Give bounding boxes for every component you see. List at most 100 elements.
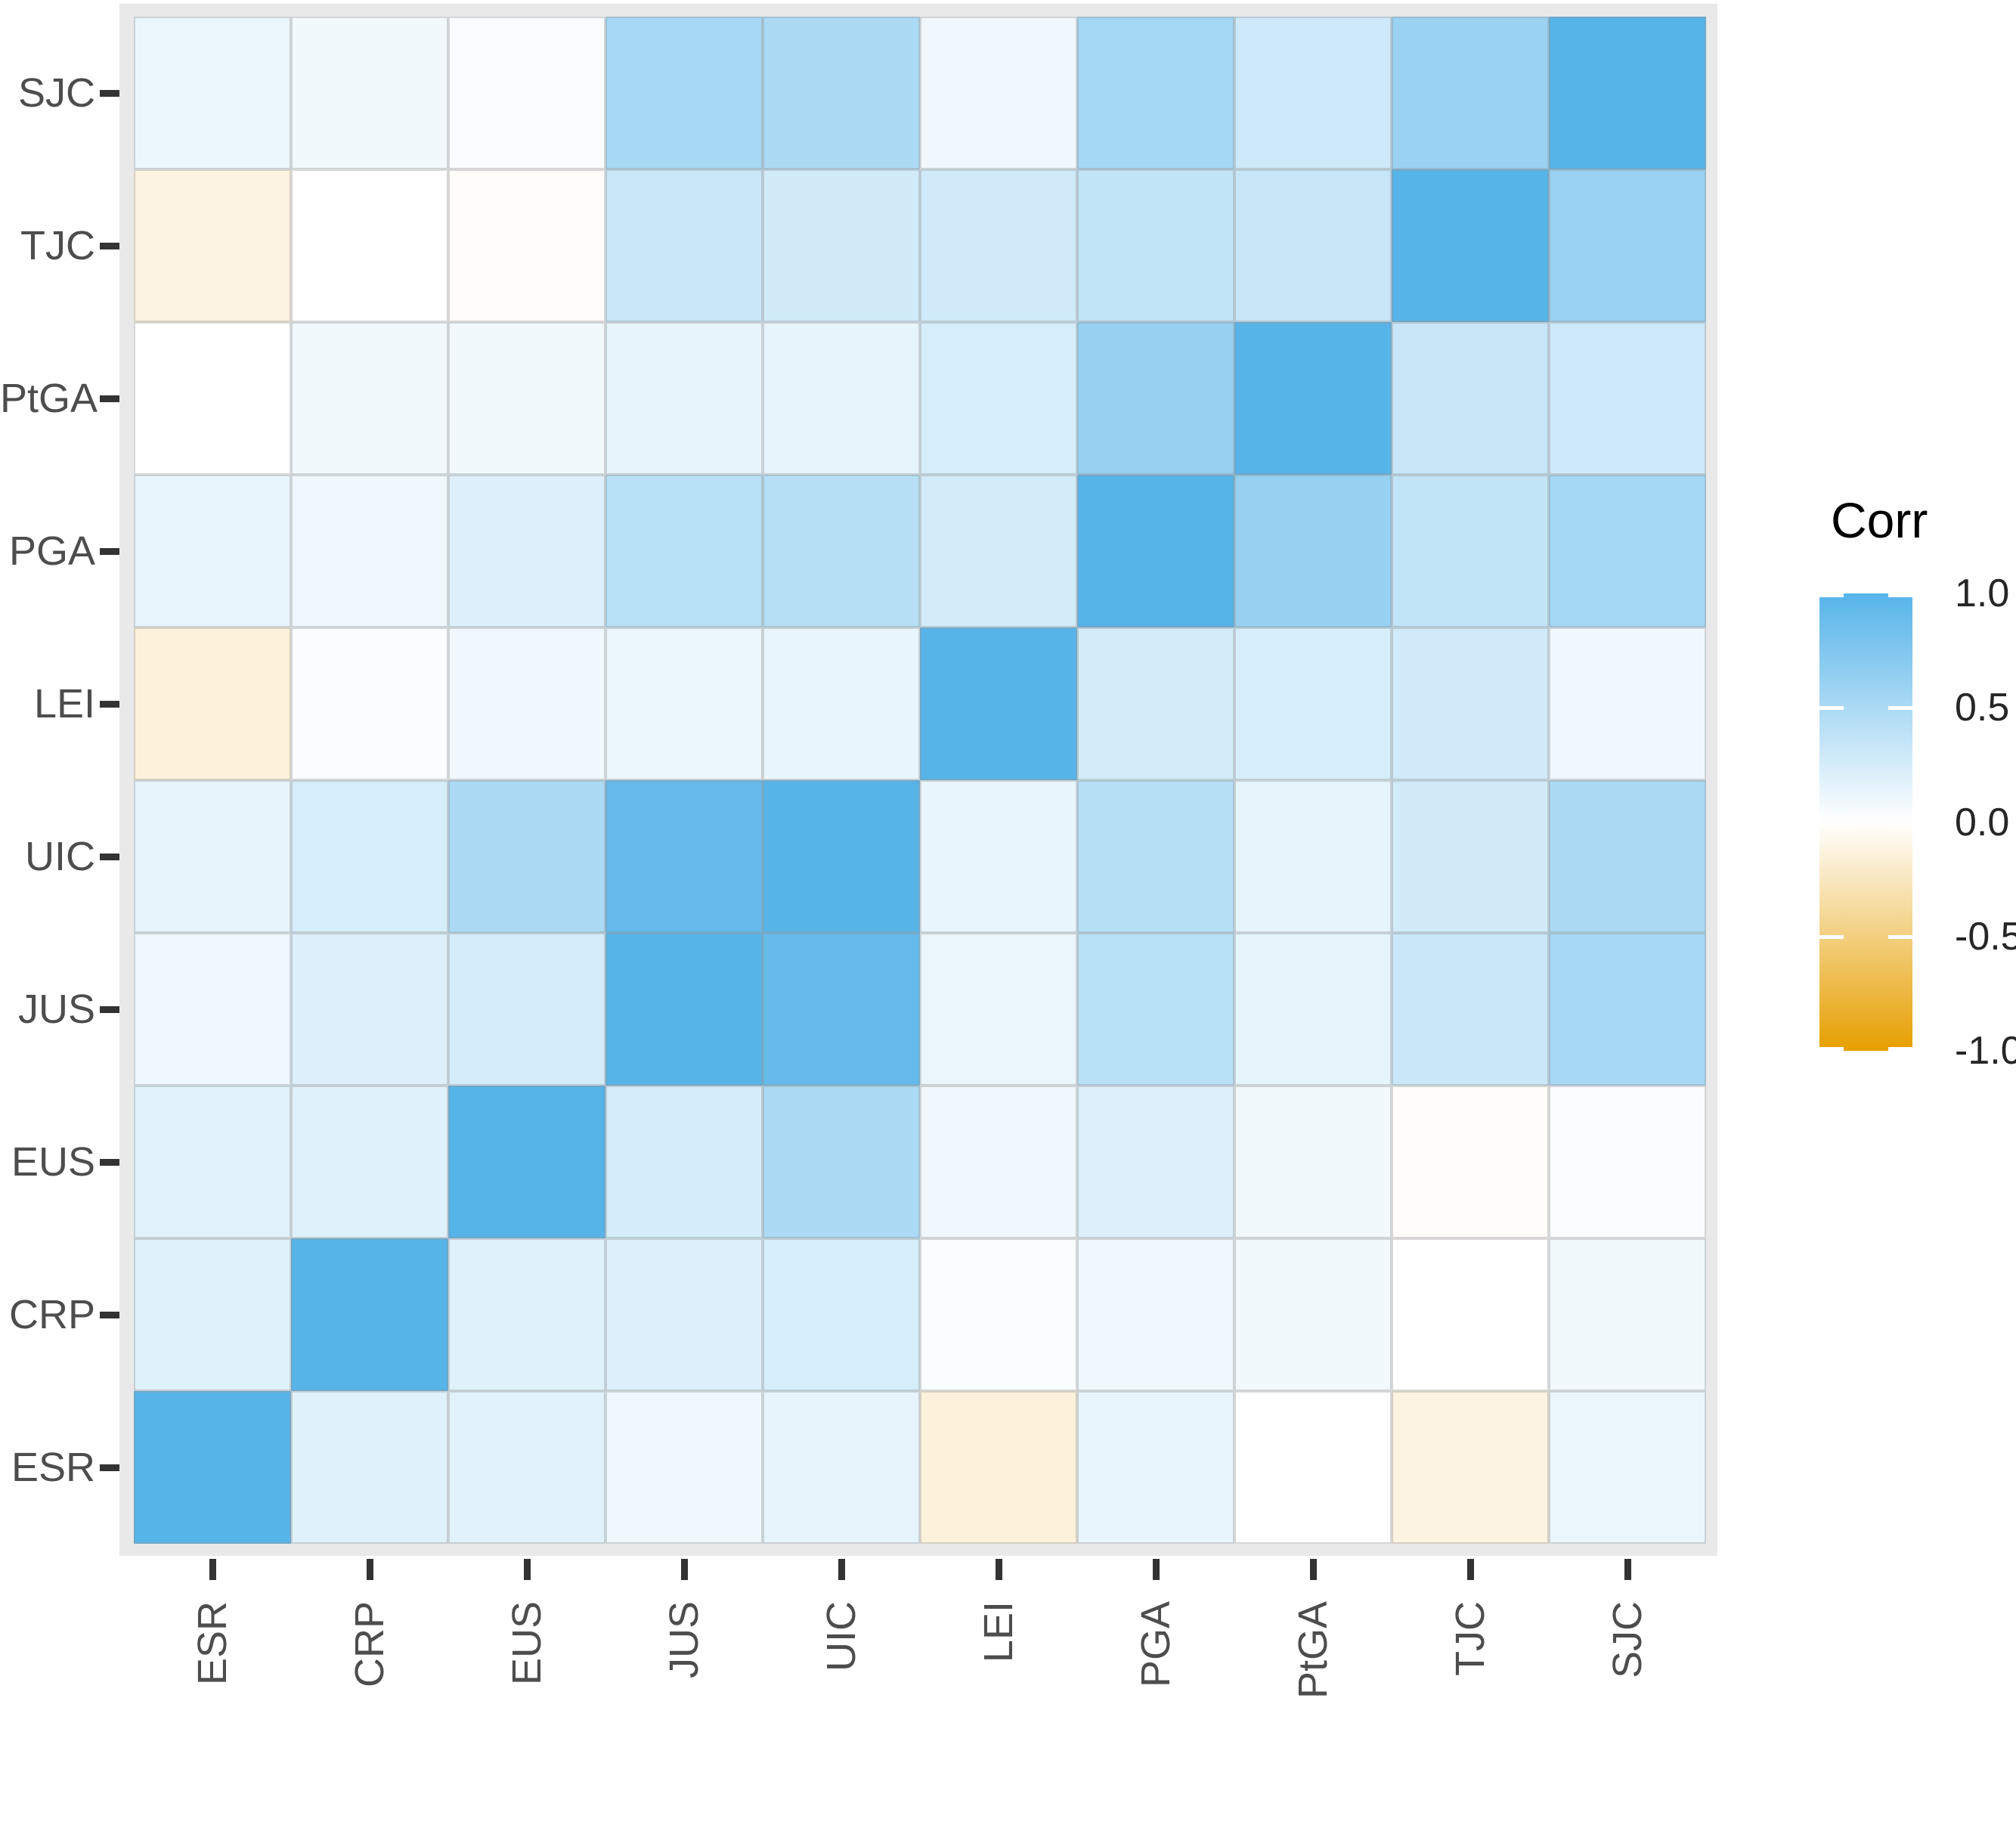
legend-tick-label-0.0: 0.0 — [1955, 800, 2010, 844]
heatmap-cell-PGA-CRP — [291, 475, 448, 627]
y-axis-label-PGA: PGA — [8, 528, 95, 574]
heatmap-cell-LEI-ESR — [134, 627, 291, 780]
heatmap-cell-UIC-JUS — [605, 780, 763, 933]
legend-tick-mark-1.0 — [1888, 593, 1912, 597]
heatmap-cell-ESR-JUS — [605, 1391, 763, 1544]
y-axis-label-CRP: CRP — [8, 1292, 95, 1337]
heatmap-cell-EUS-EUS — [448, 1086, 605, 1238]
heatmap-cell-CRP-TJC — [1392, 1238, 1549, 1391]
x-axis-label-CRP: CRP — [347, 1601, 392, 1688]
heatmap-cell-UIC-CRP — [291, 780, 448, 933]
heatmap-cell-EUS-UIC — [763, 1086, 920, 1238]
heatmap-cell-JUS-PtGA — [1234, 933, 1392, 1086]
heatmap-cell-SJC-UIC — [763, 17, 920, 169]
y-axis-label-UIC: UIC — [25, 834, 95, 879]
heatmap-cell-EUS-ESR — [134, 1086, 291, 1238]
heatmap-cell-PGA-UIC — [763, 475, 920, 627]
heatmap-cell-PtGA-LEI — [920, 322, 1077, 475]
heatmap-cell-TJC-LEI — [920, 169, 1077, 322]
heatmap-cell-SJC-ESR — [134, 17, 291, 169]
y-axis-label-LEI: LEI — [33, 681, 95, 727]
heatmap-cell-EUS-JUS — [605, 1086, 763, 1238]
heatmap-cell-JUS-ESR — [134, 933, 291, 1086]
y-axis-tick-CRP — [100, 1312, 119, 1318]
y-axis-label-TJC: TJC — [20, 223, 95, 268]
y-axis-tick-PGA — [100, 548, 119, 555]
heatmap-cell-ESR-TJC — [1392, 1391, 1549, 1544]
heatmap-cell-TJC-ESR — [134, 169, 291, 322]
heatmap-cell-SJC-PtGA — [1234, 17, 1392, 169]
heatmap-cell-PtGA-EUS — [448, 322, 605, 475]
y-axis-label-EUS: EUS — [11, 1139, 95, 1185]
heatmap-cell-PGA-TJC — [1392, 475, 1549, 627]
legend-tick-mark--1.0 — [1819, 1047, 1844, 1051]
legend-tick-label-1.0: 1.0 — [1955, 572, 2010, 615]
heatmap-cell-EUS-PtGA — [1234, 1086, 1392, 1238]
y-axis-tick-JUS — [100, 1006, 119, 1013]
y-axis-tick-PtGA — [100, 395, 119, 402]
heatmap-cell-LEI-UIC — [763, 627, 920, 780]
heatmap-cell-SJC-LEI — [920, 17, 1077, 169]
x-axis-tick-LEI — [996, 1559, 1002, 1580]
y-axis-tick-SJC — [100, 90, 119, 97]
x-axis-label-ESR: ESR — [190, 1601, 235, 1686]
heatmap-cell-ESR-PtGA — [1234, 1391, 1392, 1544]
legend-tick-mark-0.5 — [1819, 706, 1844, 711]
y-axis-tick-TJC — [100, 243, 119, 249]
heatmap-cell-LEI-SJC — [1549, 627, 1706, 780]
heatmap-cell-JUS-LEI — [920, 933, 1077, 1086]
legend-tick-mark--0.5 — [1888, 934, 1912, 939]
legend-tick-mark--0.5 — [1819, 934, 1844, 939]
x-axis-label-PGA: PGA — [1133, 1601, 1178, 1688]
heatmap-cell-UIC-PtGA — [1234, 780, 1392, 933]
x-axis-tick-ESR — [209, 1559, 216, 1580]
legend-title: Corr — [1831, 492, 1928, 548]
heatmap-cell-ESR-UIC — [763, 1391, 920, 1544]
heatmap-cell-PtGA-ESR — [134, 322, 291, 475]
x-axis-tick-TJC — [1467, 1559, 1474, 1580]
y-axis-label-JUS: JUS — [17, 987, 95, 1032]
heatmap-cell-UIC-LEI — [920, 780, 1077, 933]
heatmap-cell-JUS-JUS — [605, 933, 763, 1086]
heatmap-cell-PGA-ESR — [134, 475, 291, 627]
heatmap-cell-PtGA-JUS — [605, 322, 763, 475]
correlation-heatmap-figure: { "chart_data": { "type": "heatmap", "ti… — [0, 4, 2016, 1699]
heatmap-cell-PtGA-SJC — [1549, 322, 1706, 475]
x-axis-label-PtGA: PtGA — [1290, 1601, 1336, 1699]
heatmap-cell-ESR-PGA — [1077, 1391, 1234, 1544]
heatmap-cell-EUS-CRP — [291, 1086, 448, 1238]
heatmap-cell-LEI-EUS — [448, 627, 605, 780]
x-axis-label-LEI: LEI — [976, 1601, 1021, 1663]
heatmap-cell-PtGA-PGA — [1077, 322, 1234, 475]
x-axis-tick-EUS — [524, 1559, 531, 1580]
y-axis-label-PtGA: PtGA — [0, 376, 98, 421]
heatmap-cell-LEI-PtGA — [1234, 627, 1392, 780]
heatmap-cell-PtGA-PtGA — [1234, 322, 1392, 475]
heatmap-cell-LEI-CRP — [291, 627, 448, 780]
heatmap-cell-LEI-LEI — [920, 627, 1077, 780]
x-axis-label-EUS: EUS — [504, 1601, 550, 1686]
heatmap-cell-JUS-TJC — [1392, 933, 1549, 1086]
x-axis-tick-UIC — [838, 1559, 845, 1580]
heatmap-cell-EUS-PGA — [1077, 1086, 1234, 1238]
legend-tick-mark-1.0 — [1819, 593, 1844, 597]
heatmap-cell-ESR-SJC — [1549, 1391, 1706, 1544]
heatmap-cell-CRP-SJC — [1549, 1238, 1706, 1391]
heatmap-cell-SJC-TJC — [1392, 17, 1549, 169]
x-axis-tick-SJC — [1624, 1559, 1631, 1580]
heatmap-cell-CRP-ESR — [134, 1238, 291, 1391]
heatmap-cell-PGA-LEI — [920, 475, 1077, 627]
heatmap-cell-TJC-PGA — [1077, 169, 1234, 322]
heatmap-cell-TJC-CRP — [291, 169, 448, 322]
heatmap-cell-CRP-LEI — [920, 1238, 1077, 1391]
heatmap-cell-JUS-EUS — [448, 933, 605, 1086]
heatmap-cell-UIC-UIC — [763, 780, 920, 933]
heatmap-cell-PtGA-CRP — [291, 322, 448, 475]
heatmap-cell-TJC-UIC — [763, 169, 920, 322]
y-axis-label-ESR: ESR — [11, 1445, 95, 1490]
x-axis-tick-PGA — [1153, 1559, 1160, 1580]
heatmap-cell-TJC-SJC — [1549, 169, 1706, 322]
legend-tick-label--1.0: -1.0 — [1955, 1029, 2016, 1073]
heatmap-cell-UIC-EUS — [448, 780, 605, 933]
heatmap-cell-SJC-CRP — [291, 17, 448, 169]
